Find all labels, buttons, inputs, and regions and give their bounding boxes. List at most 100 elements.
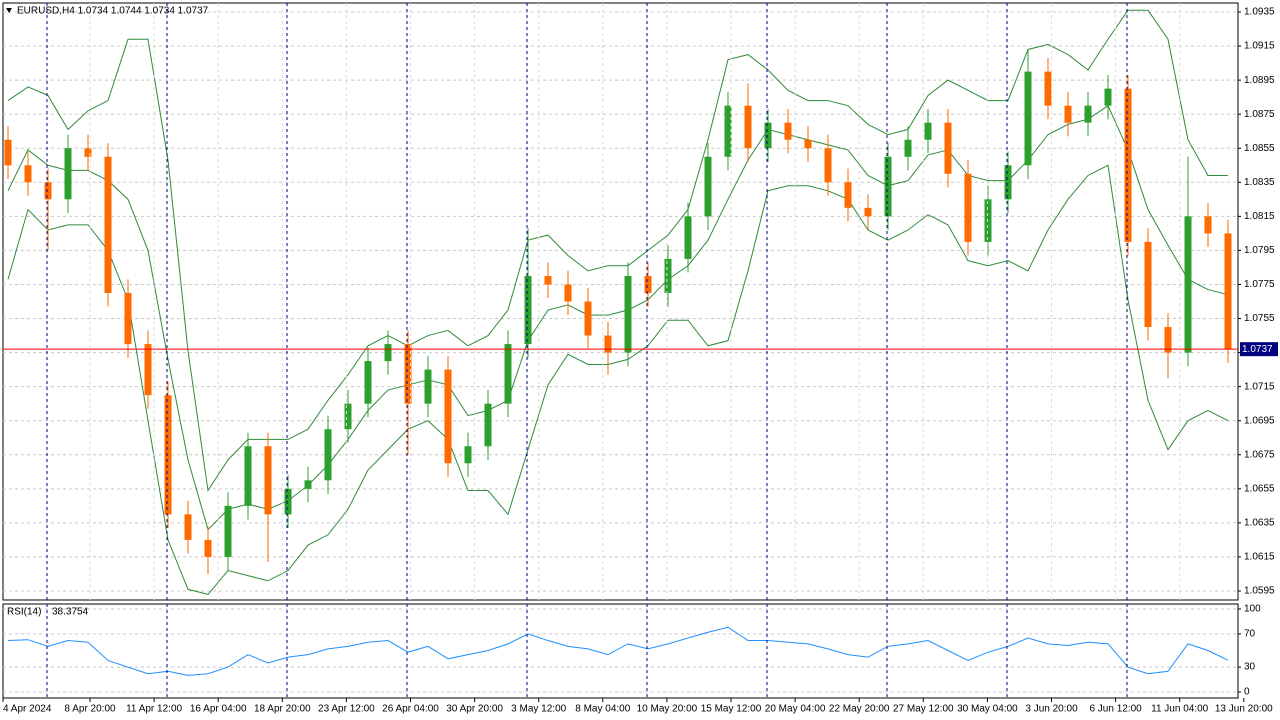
x-tick-label: 23 Apr 12:00 [318, 704, 375, 715]
x-tick-label: 30 Apr 20:00 [446, 704, 503, 715]
y-tick-label: 1.0635 [1244, 518, 1275, 529]
x-tick-label: 11 Apr 12:00 [126, 704, 182, 715]
main-panel [2, 2, 1239, 601]
y-tick-label: 1.0795 [1244, 245, 1275, 256]
candle-body [1184, 216, 1192, 353]
candle-body [584, 301, 592, 336]
x-tick-label: 8 Apr 20:00 [64, 704, 116, 715]
candle-body [284, 488, 292, 515]
candle-body [884, 156, 892, 217]
rsi-label: RSI(14) [7, 607, 41, 618]
candle-body [804, 139, 812, 149]
candle-body [984, 199, 992, 242]
candle-body [524, 275, 532, 345]
candle-body [564, 284, 572, 302]
candle-body [384, 344, 392, 362]
candle-body [224, 505, 232, 557]
y-tick-label: 1.0835 [1244, 177, 1275, 188]
candle-body [1124, 88, 1132, 242]
candle-body [1004, 165, 1012, 200]
candle-body [484, 403, 492, 447]
candle-body [404, 344, 412, 404]
y-tick-label: 1.0855 [1244, 143, 1275, 154]
candle-body [64, 148, 72, 200]
y-tick-label: 1.0775 [1244, 279, 1275, 290]
candle-body [724, 105, 732, 157]
candle-body [144, 344, 152, 396]
bollinger-lower [7, 164, 1229, 595]
y-tick-label: 1.0655 [1244, 483, 1275, 494]
last-price-label: 1.0737 [1242, 344, 1273, 355]
candle-body [1084, 105, 1092, 123]
candle-body [1104, 88, 1112, 106]
y-tick-label: 1.0875 [1244, 109, 1275, 120]
candle-body [344, 403, 352, 430]
candle-body [604, 335, 612, 353]
candle-body [464, 446, 472, 464]
candle-body [4, 139, 12, 166]
rsi-value: 38.3754 [52, 607, 89, 618]
candle-body [364, 361, 372, 404]
x-tick-label: 18 Apr 20:00 [254, 704, 311, 715]
y-tick-label: 1.0715 [1244, 381, 1275, 392]
candle-body [864, 207, 872, 217]
candle-body [844, 182, 852, 208]
candle-body [304, 480, 312, 489]
x-tick-label: 27 May 12:00 [893, 704, 954, 715]
menu-arrow[interactable] [6, 8, 12, 13]
y-tick-label: 1.0935 [1244, 7, 1275, 18]
y-tick-label: 1.0815 [1244, 211, 1275, 222]
y-tick-label: 1.0615 [1244, 552, 1275, 563]
x-tick-label: 3 Jun 20:00 [1025, 704, 1078, 715]
x-tick-label: 11 Jun 04:00 [1151, 704, 1209, 715]
candle-body [424, 369, 432, 404]
y-tick-label: 1.0695 [1244, 415, 1275, 426]
rsi-line [7, 626, 1229, 676]
candle-body [1024, 71, 1032, 166]
symbol-legend: EURUSD,H4 1.0734 1.0744 1.0734 1.0737 [17, 6, 209, 17]
x-tick-label: 8 May 04:00 [575, 704, 630, 715]
candle-body [1144, 241, 1152, 328]
y-tick-label: 70 [1244, 629, 1256, 640]
y-tick-label: 100 [1244, 604, 1261, 615]
main-plot [3, 3, 1238, 600]
x-tick-label: 13 Jun 20:00 [1215, 704, 1273, 715]
x-tick-label: 26 Apr 04:00 [382, 704, 439, 715]
candle-body [324, 429, 332, 481]
candle-body [24, 165, 32, 183]
candle-body [84, 148, 92, 157]
candle-body [664, 258, 672, 293]
candle-body [44, 182, 52, 200]
candle-body [1204, 216, 1212, 234]
candle-body [1064, 105, 1072, 123]
y-tick-label: 0 [1244, 687, 1250, 698]
candle-body [544, 275, 552, 285]
x-tick-label: 15 May 12:00 [701, 704, 762, 715]
candle-body [624, 275, 632, 353]
candle-body [944, 122, 952, 174]
y-tick-label: 30 [1244, 662, 1256, 673]
candle-body [264, 446, 272, 515]
candle-body [704, 156, 712, 217]
candle-body [964, 173, 972, 242]
candle-body [444, 369, 452, 464]
candle-body [744, 105, 752, 149]
x-tick-label: 30 May 04:00 [957, 704, 1018, 715]
x-tick-label: 6 Jun 12:00 [1089, 704, 1142, 715]
rsi-panel [2, 603, 1239, 699]
y-tick-label: 1.0595 [1244, 586, 1275, 597]
candle-body [784, 122, 792, 140]
rsi-plot [3, 608, 1238, 693]
candle-body [1164, 327, 1172, 353]
y-tick-label: 1.0915 [1244, 41, 1275, 52]
overlay: EURUSD,H4 1.0734 1.0744 1.0734 1.0737 RS… [2, 3, 1278, 715]
candle-body [764, 122, 772, 149]
candle-body [644, 275, 652, 293]
x-tick-label: 20 May 04:00 [765, 704, 826, 715]
x-tick-label: 10 May 20:00 [637, 704, 698, 715]
x-tick-label: 3 May 12:00 [511, 704, 566, 715]
last-price-box [1240, 342, 1278, 357]
candle-body [1044, 71, 1052, 106]
